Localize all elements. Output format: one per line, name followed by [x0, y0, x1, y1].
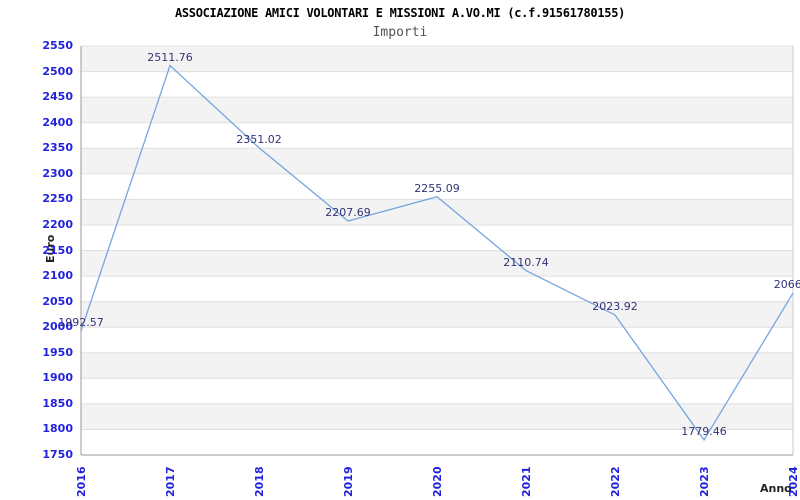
- data-point-label: 2023.92: [592, 299, 638, 313]
- grid-band: [81, 46, 793, 72]
- x-tick-label: 2017: [164, 466, 177, 497]
- grid-band: [81, 403, 793, 430]
- x-tick-label: 2022: [609, 466, 622, 497]
- x-tick-label: 2023: [698, 466, 711, 497]
- y-tick-label: 1900: [42, 371, 73, 385]
- grid-band: [81, 173, 793, 200]
- grid-band: [81, 224, 793, 251]
- grid-band: [81, 199, 793, 225]
- data-point-label: 2207.69: [325, 206, 371, 219]
- data-point-label: 2351.02: [236, 132, 282, 146]
- x-axis-title: Anno: [760, 482, 792, 495]
- grid-band: [81, 122, 793, 149]
- y-tick-label: 1850: [42, 396, 73, 410]
- y-tick-label: 1750: [42, 448, 73, 461]
- data-point-label: 1992.57: [58, 315, 104, 329]
- y-tick-label: 2450: [42, 90, 73, 104]
- grid-band: [81, 378, 793, 404]
- x-tick-label: 2019: [342, 466, 355, 497]
- y-tick-label: 2500: [42, 64, 73, 78]
- data-point-label: 2110.74: [503, 255, 549, 269]
- y-tick-label: 2300: [42, 166, 73, 180]
- y-tick-label: 2200: [42, 217, 73, 231]
- x-tick-label: 2016: [75, 466, 88, 497]
- grid-band: [81, 429, 793, 455]
- y-tick-label: 2350: [42, 141, 73, 155]
- grid-band: [81, 71, 793, 98]
- grid-band: [81, 301, 793, 328]
- data-point-label: 1779.46: [681, 424, 727, 438]
- y-tick-label: 1950: [42, 345, 73, 359]
- data-point-label: 2511.76: [147, 50, 193, 64]
- grid-band: [81, 327, 793, 353]
- y-tick-label: 2000: [42, 320, 73, 334]
- x-tick-label: 2024: [787, 466, 800, 497]
- chart-title: ASSOCIAZIONE AMICI VOLONTARI E MISSIONI …: [174, 6, 626, 20]
- x-tick-label: 2020: [431, 466, 444, 497]
- series-line-importi: [80, 64, 794, 442]
- y-tick-label: 2150: [42, 243, 73, 257]
- y-tick-label: 1800: [42, 422, 73, 436]
- y-tick-label: 2050: [42, 294, 73, 308]
- chart-subtitle: Importi: [372, 25, 428, 40]
- data-point-label: 2255.09: [414, 181, 460, 195]
- grid-band: [81, 276, 793, 302]
- y-tick-label: 2100: [42, 269, 73, 283]
- y-tick-label: 2400: [42, 115, 73, 129]
- x-tick-label: 2018: [253, 466, 266, 497]
- y-tick-label: 2250: [42, 192, 73, 206]
- y-tick-label: 2550: [42, 39, 73, 52]
- grid-band: [81, 352, 793, 379]
- data-point-label: 2066.5: [773, 278, 800, 292]
- grid-band: [81, 97, 793, 123]
- grid-band: [81, 148, 793, 174]
- grid-band: [81, 250, 793, 277]
- x-tick-label: 2021: [520, 466, 533, 497]
